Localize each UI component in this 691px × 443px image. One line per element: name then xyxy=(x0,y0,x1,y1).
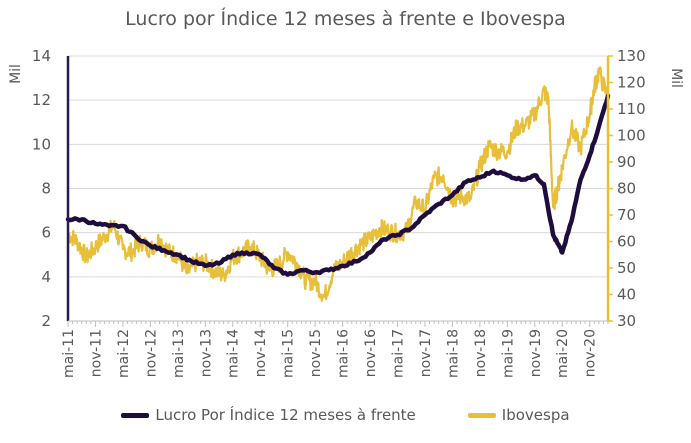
x-tick-label: mai-13 xyxy=(171,329,187,378)
series-layer xyxy=(65,66,611,302)
gridlines xyxy=(68,55,608,322)
right-y-tick-label: 50 xyxy=(617,259,636,277)
x-tick-label: nov-12 xyxy=(143,329,159,377)
series-line-ibovespa xyxy=(66,66,610,302)
x-tick-label: nov-18 xyxy=(473,329,489,377)
right-y-tick-label: 110 xyxy=(617,100,646,118)
right-y-tick-label: 80 xyxy=(617,180,636,198)
right-y-tick-label: 130 xyxy=(617,47,646,65)
x-tick-label: nov-11 xyxy=(88,329,104,377)
legend-item-lucro: Lucro Por Índice 12 meses à frente xyxy=(121,406,416,424)
legend-label-lucro: Lucro Por Índice 12 meses à frente xyxy=(155,406,416,424)
left-y-tick-label: 2 xyxy=(41,312,51,330)
left-y-tick-label: 14 xyxy=(32,47,51,65)
x-tick-label: nov-13 xyxy=(198,329,214,377)
series-line-lucro xyxy=(65,93,611,277)
x-tick-label: nov-14 xyxy=(253,329,269,377)
x-tick-label: mai-20 xyxy=(555,329,571,378)
right-y-tick-label: 70 xyxy=(617,206,636,224)
left-y-tick-label: 6 xyxy=(41,224,51,242)
legend-item-ibovespa: Ibovespa xyxy=(467,406,570,424)
right-y-tick-label: 90 xyxy=(617,153,636,171)
x-tick-label: mai-19 xyxy=(500,329,516,378)
right-y-tick-label: 30 xyxy=(617,312,636,330)
x-tick-label: mai-12 xyxy=(116,329,132,378)
right-y-tick-label: 60 xyxy=(617,233,636,251)
legend-swatch-ibovespa xyxy=(467,412,496,418)
right-axis-unit-label: Mil xyxy=(668,68,684,88)
left-axis-unit-label: Mil xyxy=(8,64,24,84)
x-tick-label: nov-19 xyxy=(528,329,544,377)
legend-label-ibovespa: Ibovespa xyxy=(501,406,570,424)
left-y-tick-label: 4 xyxy=(41,268,51,286)
right-y-tick-label: 100 xyxy=(617,127,646,145)
right-y-tick-label: 120 xyxy=(617,74,646,92)
right-y-tick-label: 40 xyxy=(617,286,636,304)
x-tick-label: mai-18 xyxy=(445,329,461,378)
chart-title: Lucro por Índice 12 meses à frente e Ibo… xyxy=(125,8,566,30)
legend-swatch-lucro xyxy=(121,412,150,418)
left-y-tick-label: 12 xyxy=(32,91,51,109)
x-tick-label: nov-17 xyxy=(418,329,434,377)
x-tick-label: mai-14 xyxy=(226,329,242,378)
x-tick-label: nov-20 xyxy=(583,329,599,377)
x-tick-label: mai-15 xyxy=(281,329,297,378)
left-y-tick-label: 8 xyxy=(41,180,51,198)
x-tick-label: nov-16 xyxy=(363,329,379,377)
chart-legend: Lucro Por Índice 12 meses à frente Ibove… xyxy=(0,406,691,424)
axes: 2 4 6 8 10 12 14 30 40 50 60 70 80 90 100 110 120 130 mai-… xyxy=(32,47,646,378)
x-tick-label: mai-11 xyxy=(61,329,77,378)
left-y-tick-label: 10 xyxy=(32,135,51,153)
x-tick-label: mai-16 xyxy=(336,329,352,378)
x-tick-label: nov-15 xyxy=(308,329,324,377)
x-tick-label: mai-17 xyxy=(390,329,406,378)
